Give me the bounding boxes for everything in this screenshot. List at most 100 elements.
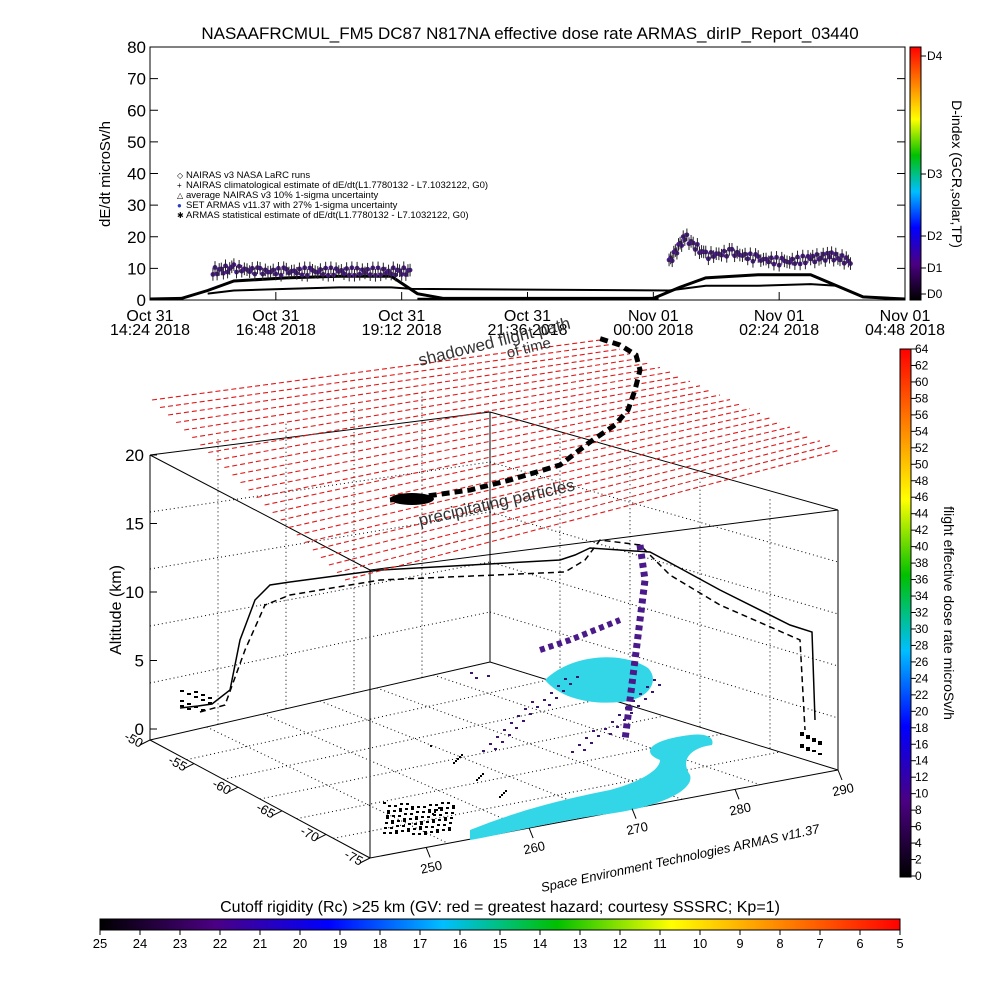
longitude-tick-label: 250: [419, 857, 443, 876]
low-altitude-mark: [180, 700, 184, 702]
purple-ground-mark: [503, 729, 506, 731]
black-ground-mark: [420, 823, 423, 825]
purple-ground-mark: [616, 726, 619, 728]
longitude-tick-mark: [837, 769, 843, 781]
flight-track-curtain: [179, 539, 822, 755]
x-tick-time: 04:48 2018: [865, 322, 945, 339]
black-ground-mark: [389, 832, 392, 834]
low-altitude-mark: [806, 749, 810, 751]
x-tick-date: Nov 01: [628, 308, 679, 325]
x-tick-date: Nov 01: [880, 308, 931, 325]
dose-tick-label: 2: [915, 853, 922, 867]
legend-entry-1: NAIRAS climatological estimate of dE/dt(…: [186, 180, 488, 191]
longitude-tick-label: 280: [728, 799, 752, 818]
rigidity-tick-label: 17: [413, 936, 427, 951]
plane-dashed-line: [344, 449, 841, 581]
black-ground-mark: [427, 816, 430, 818]
low-altitude-mark: [812, 740, 816, 742]
purple-ground-mark: [470, 672, 473, 674]
purple-ground-mark: [571, 751, 574, 753]
legend-marker-3: ●: [177, 201, 182, 210]
plane-dashed-line: [208, 371, 671, 454]
black-ground-mark: [441, 802, 444, 804]
dose-tick-label: 30: [915, 622, 929, 636]
plane-dashed-line: [256, 399, 731, 499]
black-ground-mark: [421, 816, 424, 818]
purple-ground-mark: [517, 715, 520, 717]
black-ground-mark: [414, 823, 417, 825]
black-ground-mark: [447, 802, 450, 804]
black-ground-mark: [459, 756, 461, 758]
low-altitude-mark: [187, 703, 191, 705]
purple-ground-mark: [496, 736, 499, 738]
low-altitude-mark: [208, 697, 212, 699]
dose-tick-label: 16: [915, 737, 929, 751]
purple-ground-mark: [592, 730, 595, 732]
black-ground-mark: [418, 833, 421, 835]
black-ground-mark: [505, 790, 507, 792]
plane-dashed-line: [288, 417, 771, 529]
black-ground-mark: [419, 828, 422, 830]
rigidity-tick-label: 7: [816, 936, 823, 951]
black-ground-mark: [391, 820, 394, 822]
low-altitude-mark: [187, 708, 191, 710]
rigidity-tick-label: 22: [213, 936, 227, 951]
top-colorbar-ticks: D0 D1 D2 D3 D4: [921, 49, 943, 301]
black-ground-mark: [407, 828, 410, 830]
latitude-tick-label: -70: [298, 823, 322, 845]
purple-ground-mark: [557, 685, 560, 687]
low-altitude-mark: [180, 690, 184, 692]
x-tick-time: 00:00 2018: [613, 322, 693, 339]
latitude-tick-mark: [139, 739, 151, 746]
black-ground-mark: [411, 808, 414, 810]
y-tick-label: 80: [127, 38, 146, 57]
altitude-axis: 0 5 10 15 20: [125, 446, 157, 739]
credit-text: Space Environment Technologies ARMAS v11…: [540, 821, 822, 895]
dose-tick-label: 20: [915, 704, 929, 718]
dose-tick-label: 48: [915, 474, 929, 488]
black-ground-mark: [424, 831, 427, 833]
plane-dashed-line: [320, 435, 811, 559]
x-tick-time: 16:48 2018: [236, 322, 316, 339]
longitude-tick-mark: [528, 827, 534, 839]
x-tick-time: 02:24 2018: [739, 322, 819, 339]
latitude-axis: -50-55-60-65-70-75: [122, 729, 371, 869]
top-colorbar: [909, 46, 922, 301]
black-ground-mark: [444, 817, 447, 819]
top-colorbar-label: D-index (GCR,solar,TP): [949, 100, 965, 248]
legend-entry-2: average NAIRAS v3 10% 1-sigma uncertaint…: [186, 190, 378, 201]
black-ground-mark: [439, 814, 442, 816]
black-ground-mark: [413, 828, 416, 830]
plane-dashed-line: [159, 344, 611, 409]
rigidity-tick-label: 16: [453, 936, 467, 951]
low-altitude-mark: [800, 734, 804, 736]
dose-tick-label: 4: [915, 836, 922, 850]
wall-gridline: [489, 461, 839, 563]
black-ground-mark: [430, 745, 432, 747]
black-ground-mark: [440, 809, 443, 811]
legend-marker-4: ✱: [177, 211, 184, 220]
black-ground-mark: [403, 820, 406, 822]
3d-axes-frame: [149, 389, 839, 859]
y-tick-label: 60: [127, 101, 146, 120]
black-ground-mark: [423, 806, 426, 808]
low-altitude-mark: [806, 735, 810, 737]
low-altitude-mark: [806, 747, 810, 749]
legend-entry-0: NAIRAS v3 NASA LaRC runs: [186, 170, 310, 181]
purple-ground-mark: [618, 714, 621, 716]
floor-gridline: [186, 679, 549, 761]
longitude-axis: 250 260 270 280 290: [419, 769, 855, 877]
cyan-landmass-region: [545, 657, 653, 703]
dose-tick-label: 40: [915, 540, 929, 554]
rigidity-tick-label: 6: [856, 936, 863, 951]
colorbar-tick-label: D4: [927, 49, 943, 63]
purple-ground-mark: [475, 677, 478, 679]
dose-tick-label: 60: [915, 375, 929, 389]
black-ground-mark: [387, 812, 390, 814]
purple-ground-mark: [644, 698, 647, 700]
rigidity-tick-label: 18: [373, 936, 387, 951]
purple-ground-mark: [623, 719, 626, 721]
black-ground-mark: [394, 805, 397, 807]
black-ground-mark: [438, 819, 441, 821]
colorbar-tick-label: D1: [927, 261, 943, 275]
